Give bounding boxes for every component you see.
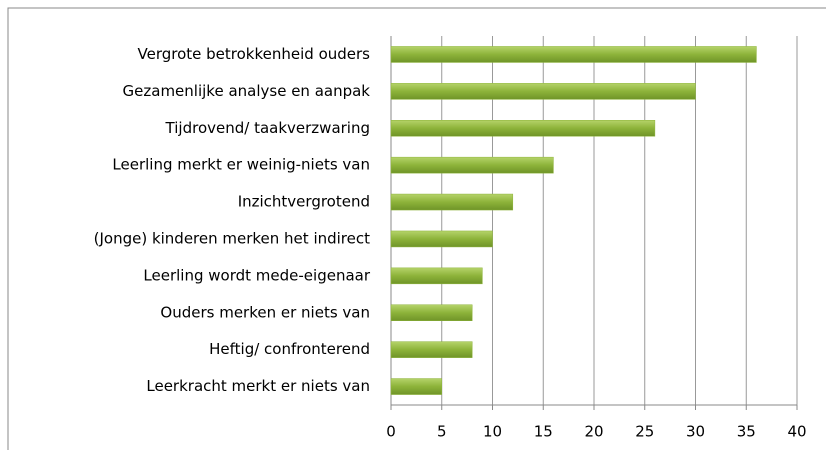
x-tick-label: 5 [437,423,447,441]
bar [390,46,757,63]
bar [390,267,483,285]
bar [390,230,493,248]
y-tick-label: Inzichtvergrotend [238,193,370,211]
y-tick-label: Leerling wordt mede-eigenaar [143,266,370,284]
bar [390,378,442,395]
x-tick-label: 10 [483,423,502,441]
y-tick-label: (Jonge) kinderen merken het indirect [94,229,371,247]
y-tick-label: Gezamenlijke analyse en aanpak [123,82,371,100]
bar [390,341,473,358]
bar [390,304,473,321]
x-tick-label: 40 [787,423,806,441]
y-tick-label: Vergrote betrokkenheid ouders [138,45,371,63]
y-tick-label: Leerling merkt er weinig-niets van [112,156,370,174]
x-tick-label: 25 [635,423,654,441]
y-tick-label: Heftig/ confronterend [209,340,370,358]
chart-border [7,7,826,450]
y-tick-label: Ouders merken er niets van [160,303,370,321]
x-tick-label: 20 [584,423,603,441]
y-tick-label: Tijdrovend/ taakverzwaring [165,119,370,137]
y-tick-label: Leerkracht merkt er niets van [146,377,370,395]
bar [390,120,656,137]
x-tick-label: 0 [386,423,396,441]
x-tick-label: 30 [686,423,705,441]
bar [390,193,514,211]
x-tick-label: 35 [737,423,756,441]
bar [390,156,554,174]
bar [390,83,696,100]
x-tick-label: 15 [534,423,553,441]
